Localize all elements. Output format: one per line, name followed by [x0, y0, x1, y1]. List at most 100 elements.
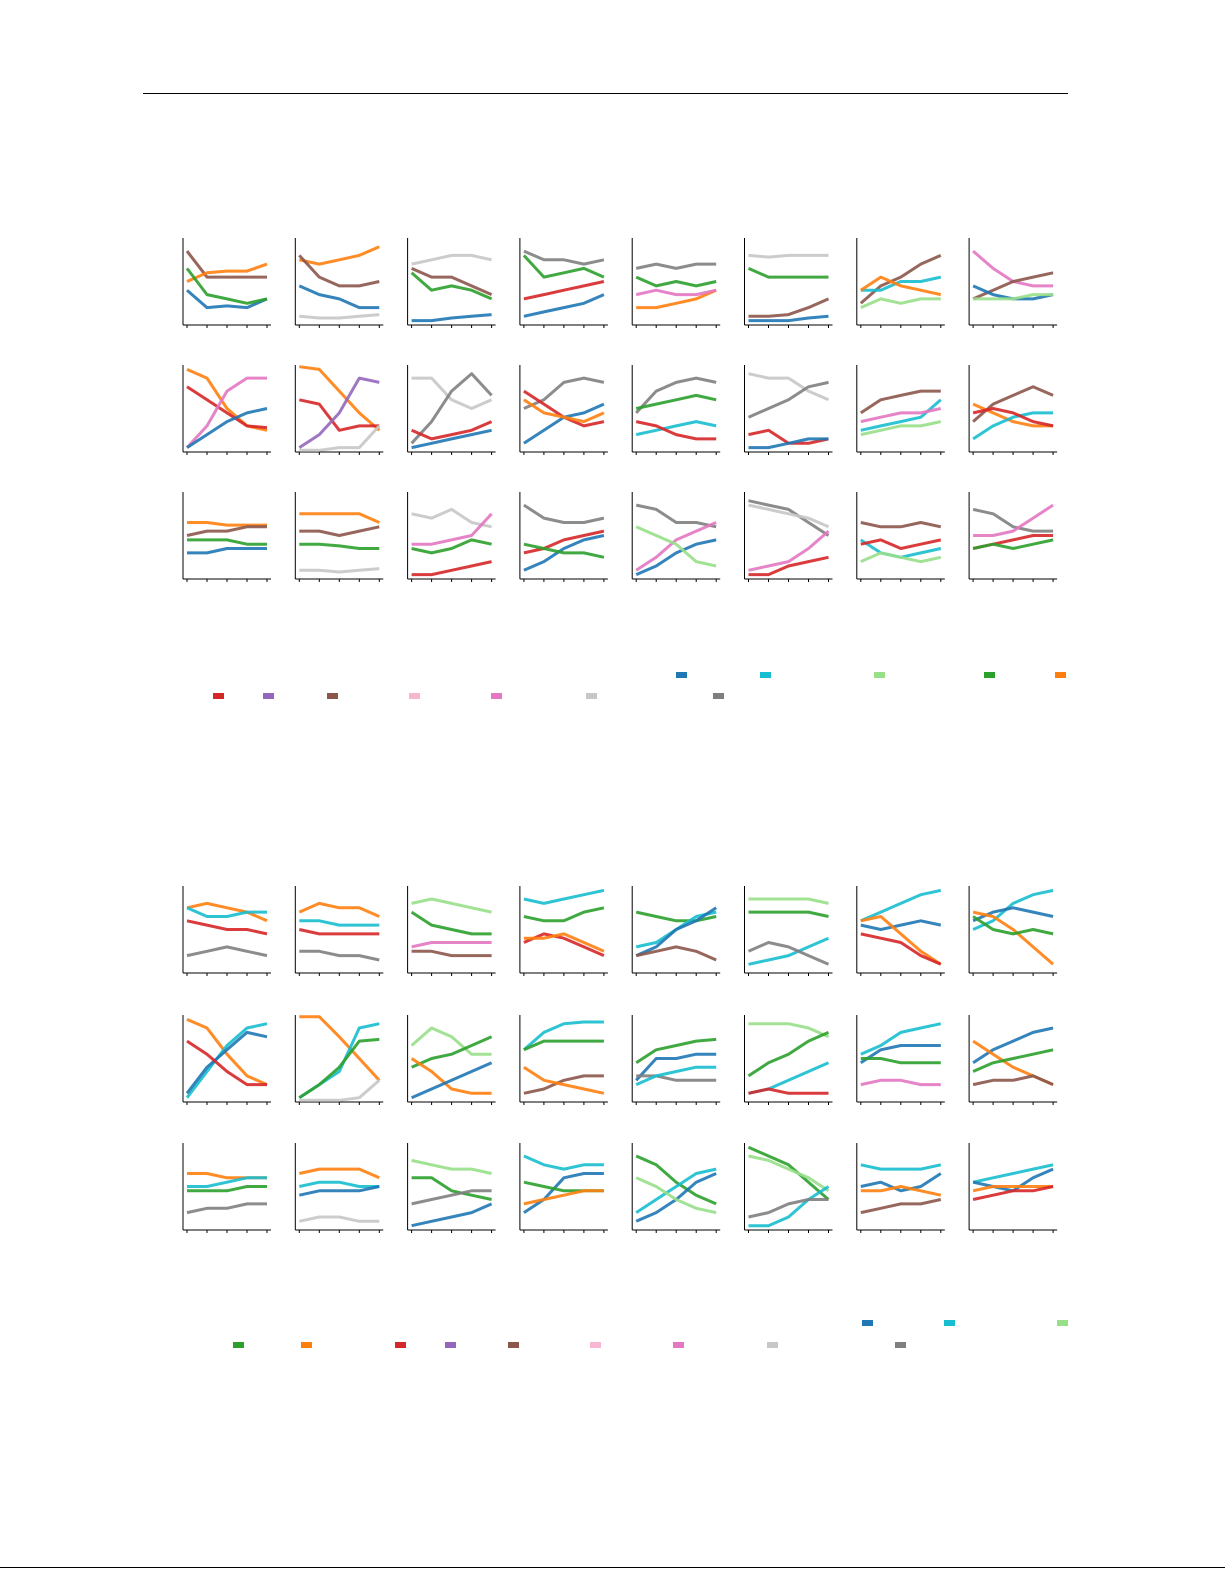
series-line — [747, 1145, 830, 1201]
series-line — [523, 503, 605, 524]
series-line — [185, 250, 267, 279]
series-line — [523, 249, 605, 266]
series-line — [748, 372, 830, 402]
series-line — [972, 1026, 1054, 1065]
series-line — [860, 420, 942, 437]
series-line — [972, 1048, 1054, 1073]
series-line — [635, 1052, 717, 1082]
series-line — [298, 901, 380, 918]
series-line — [860, 521, 942, 529]
series-line — [298, 376, 380, 449]
series-line — [411, 376, 493, 410]
series-line — [411, 512, 493, 546]
series-line — [635, 420, 717, 437]
series-line — [186, 289, 268, 310]
series-line — [523, 398, 605, 424]
series-line — [747, 941, 830, 966]
series-line — [298, 284, 380, 310]
series-line — [523, 542, 605, 559]
series-line — [298, 928, 380, 936]
series-line — [748, 297, 830, 318]
series-line — [748, 314, 829, 323]
series-line — [523, 1154, 604, 1171]
series-line — [860, 297, 941, 309]
series-line — [411, 897, 492, 914]
series-line — [299, 424, 381, 452]
series-line — [748, 253, 829, 259]
series-line — [523, 376, 605, 410]
legend-swatch — [676, 672, 687, 678]
series-line — [859, 389, 941, 415]
series-line — [748, 897, 829, 905]
series-line — [748, 1022, 830, 1039]
series-line — [186, 525, 267, 537]
series-line — [860, 888, 942, 923]
series-line — [972, 407, 1054, 428]
series-line — [635, 503, 717, 529]
series-line — [859, 275, 942, 297]
series-line — [299, 949, 380, 962]
series-line — [298, 1037, 380, 1099]
series-line — [635, 910, 717, 923]
series-line — [298, 1167, 380, 1180]
series-line — [635, 945, 717, 962]
series-line — [635, 1154, 717, 1206]
series-line — [860, 1078, 941, 1087]
series-line — [748, 529, 830, 572]
series-line — [410, 372, 493, 445]
series-line — [972, 1074, 1054, 1087]
legend-swatch — [984, 672, 995, 678]
series-line — [187, 1185, 267, 1193]
series-line — [411, 1035, 493, 1069]
series-line — [523, 932, 605, 953]
series-line — [298, 398, 380, 432]
series-line — [972, 1185, 1054, 1193]
series-line — [523, 293, 605, 318]
series-line — [299, 1015, 381, 1082]
series-line — [411, 1176, 492, 1201]
series-line — [410, 1057, 492, 1095]
series-line — [299, 542, 380, 550]
series-line — [298, 1185, 380, 1197]
legend-swatch — [874, 672, 885, 678]
series-line — [411, 560, 492, 577]
series-line — [187, 1176, 267, 1188]
series-line — [186, 385, 268, 430]
series-line — [411, 253, 492, 266]
series-line — [635, 393, 717, 410]
legend-swatch — [944, 1320, 955, 1326]
legend-swatch — [327, 693, 338, 699]
series-line — [859, 1044, 941, 1065]
series-line — [860, 932, 942, 966]
series-line — [635, 288, 717, 297]
series-line — [635, 1176, 717, 1215]
series-line — [186, 407, 268, 449]
legend-swatch — [760, 672, 771, 678]
series-line — [636, 288, 717, 310]
series-line — [860, 1057, 941, 1065]
series-line — [748, 1087, 829, 1095]
series-line — [411, 507, 492, 529]
series-line — [410, 1026, 492, 1056]
series-line — [411, 428, 492, 450]
series-line — [748, 503, 830, 529]
series-line — [299, 512, 380, 524]
series-line — [299, 313, 380, 320]
series-line — [187, 538, 267, 546]
series-line — [523, 888, 605, 905]
series-line — [972, 1185, 1054, 1201]
legend-swatch — [213, 693, 224, 699]
series-line — [748, 499, 830, 537]
series-line — [522, 1020, 604, 1051]
legend-swatch — [395, 1342, 406, 1348]
series-line — [972, 915, 1054, 936]
series-line — [411, 1158, 492, 1175]
series-line — [298, 1215, 380, 1223]
series-line — [972, 1163, 1054, 1184]
legend-swatch — [673, 1342, 684, 1348]
series-line — [860, 915, 942, 966]
series-line — [411, 1189, 492, 1206]
series-line — [411, 267, 493, 296]
series-line — [185, 1030, 268, 1095]
